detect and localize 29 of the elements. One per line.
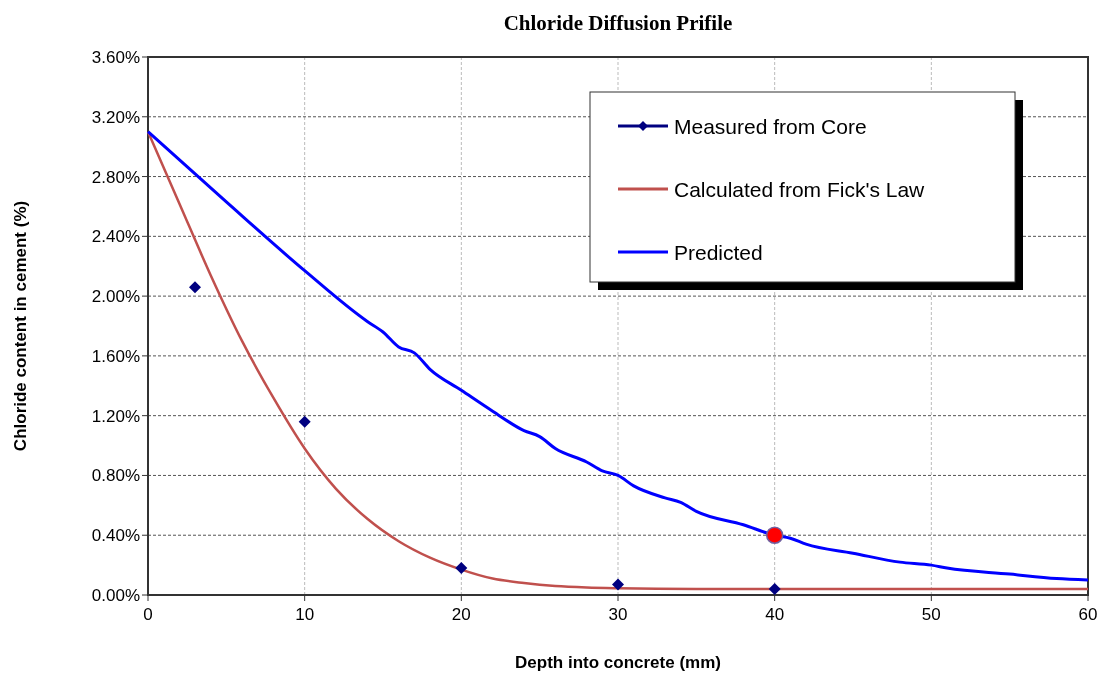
x-tick-label: 30: [608, 605, 628, 624]
point: [189, 281, 201, 294]
legend-label: Calculated from Fick's Law: [674, 178, 926, 201]
x-tick-label: 10: [295, 605, 315, 624]
point: [612, 578, 624, 591]
x-tick-label: 60: [1078, 605, 1098, 624]
y-tick-label: 0.40%: [91, 526, 140, 546]
point: [298, 415, 311, 428]
x-tick-label: 20: [451, 605, 471, 624]
y-tick-label: 2.00%: [91, 287, 140, 307]
point: [768, 583, 781, 596]
y-tick-label: 3.20%: [91, 107, 140, 127]
x-tick-label: 0: [143, 605, 153, 624]
x-tick-label: 50: [921, 605, 941, 624]
y-tick-label: 2.80%: [91, 167, 140, 187]
x-axis-title: Depth into concrete (mm): [515, 653, 721, 672]
point: [765, 526, 784, 544]
point: [455, 562, 468, 575]
y-tick-label: 1.60%: [91, 346, 140, 366]
chart-title: Chloride Diffusion Prifile: [503, 11, 733, 35]
legend-label: Measured from Core: [674, 115, 867, 138]
y-tick-label: 3.60%: [91, 48, 140, 67]
y-tick-label: 0.00%: [91, 586, 140, 605]
x-tick-label: 40: [765, 605, 785, 624]
y-axis-title: Chloride content in cement (%): [11, 200, 30, 452]
y-tick-label: 0.80%: [91, 466, 140, 486]
legend-label: Predicted: [674, 241, 763, 264]
y-tick-label: 1.20%: [91, 406, 140, 426]
y-tick-label: 2.40%: [91, 227, 140, 247]
